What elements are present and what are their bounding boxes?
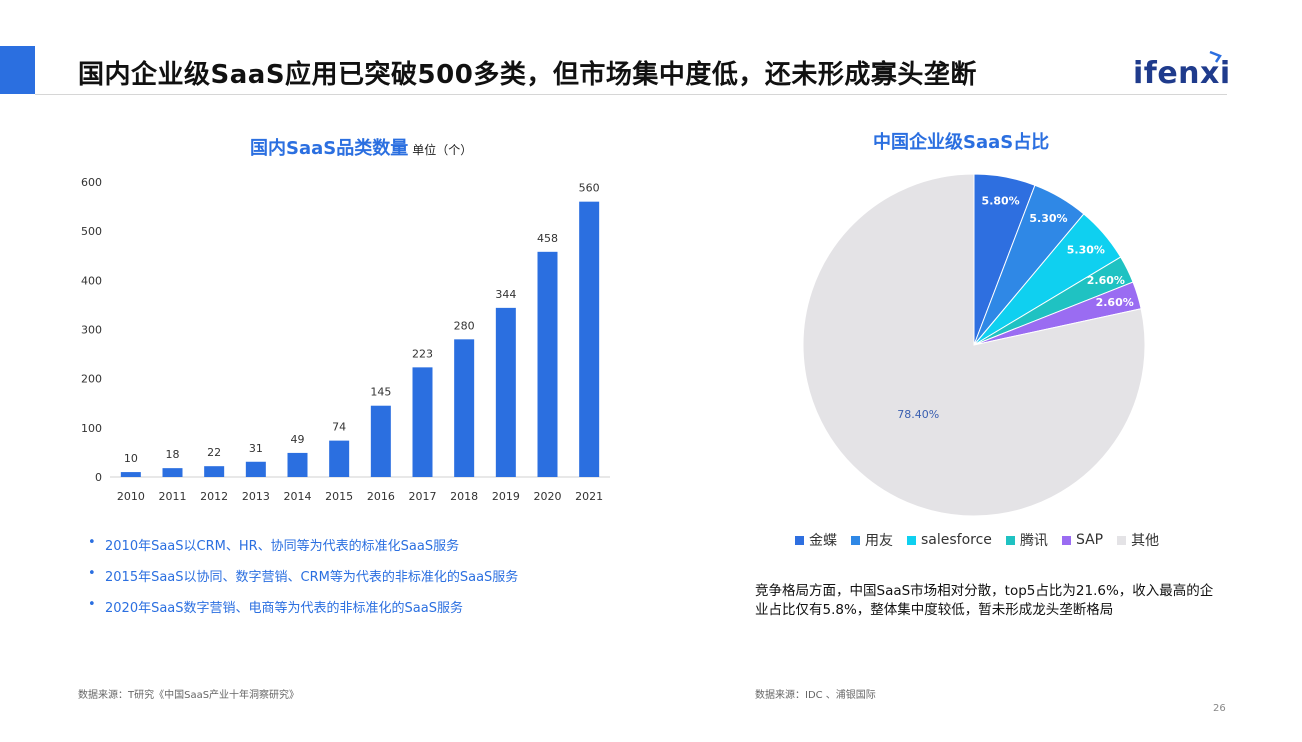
bar bbox=[245, 461, 266, 477]
legend-item: 腾讯 bbox=[1005, 530, 1048, 550]
x-tick-label: 2016 bbox=[367, 490, 395, 503]
y-tick-label: 600 bbox=[81, 176, 102, 189]
legend-item: SAP bbox=[1061, 530, 1104, 550]
logo: ifenxi bbox=[1133, 56, 1231, 91]
bar-data-label: 31 bbox=[249, 442, 263, 455]
page-number: 26 bbox=[1213, 703, 1226, 714]
bullet-item: 2010年SaaS以CRM、HR、协同等为代表的标准化SaaS服务 bbox=[88, 535, 518, 554]
legend-label: 腾讯 bbox=[1019, 533, 1048, 549]
bar bbox=[579, 201, 600, 477]
bar bbox=[454, 339, 475, 477]
bullet-list: 2010年SaaS以CRM、HR、协同等为代表的标准化SaaS服务 2015年S… bbox=[88, 535, 518, 628]
bar-data-label: 458 bbox=[537, 232, 558, 245]
summary-text: 竞争格局方面，中国SaaS市场相对分散，top5占比为21.6%，收入最高的企业… bbox=[755, 583, 1214, 618]
legend-label: SAP bbox=[1075, 532, 1104, 548]
bar-data-label: 18 bbox=[166, 448, 180, 461]
pie-data-label: 2.60% bbox=[1087, 274, 1125, 287]
x-tick-label: 2020 bbox=[534, 490, 562, 503]
bar-data-label: 10 bbox=[124, 452, 138, 465]
x-tick-label: 2011 bbox=[159, 490, 187, 503]
bar-data-label: 22 bbox=[207, 446, 221, 459]
y-tick-label: 100 bbox=[81, 422, 102, 435]
legend-item: 金蝶 bbox=[795, 530, 837, 550]
bar bbox=[370, 405, 391, 477]
legend-swatch bbox=[851, 535, 860, 545]
y-tick-label: 500 bbox=[81, 225, 102, 238]
bullet-item: 2015年SaaS以协同、数字营销、CRM等为代表的非标准化的SaaS服务 bbox=[88, 566, 518, 585]
bar bbox=[287, 452, 308, 477]
pie-data-label: 2.60% bbox=[1096, 296, 1134, 309]
bar-data-label: 560 bbox=[579, 182, 600, 195]
bar-data-label: 280 bbox=[454, 319, 475, 332]
x-tick-label: 2013 bbox=[242, 490, 270, 503]
bar-data-label: 223 bbox=[412, 347, 433, 360]
header-divider bbox=[35, 94, 1227, 95]
x-tick-label: 2021 bbox=[575, 490, 603, 503]
bar bbox=[120, 472, 141, 477]
pie-chart-title: 中国企业级SaaS占比 bbox=[873, 132, 1050, 153]
x-tick-label: 2010 bbox=[117, 490, 145, 503]
pie-slice bbox=[802, 173, 1146, 517]
bar-chart-unit: 单位（个） bbox=[412, 143, 473, 157]
y-tick-label: 400 bbox=[81, 274, 102, 287]
bar-data-label: 145 bbox=[370, 386, 391, 399]
bar-chart: 0 100 200 300 400 500 600 10 2010 18 2011 22 2012 31 2… bbox=[81, 176, 610, 503]
legend-label: 其他 bbox=[1131, 533, 1160, 549]
legend-label: 金蝶 bbox=[809, 533, 837, 549]
legend-swatch bbox=[795, 535, 804, 545]
pie-data-label: 5.30% bbox=[1029, 212, 1067, 225]
legend-item: salesforce bbox=[907, 530, 992, 550]
bar-data-label: 49 bbox=[291, 433, 305, 446]
bullet-item: 2020年SaaS数字营销、电商等为代表的非标准化的SaaS服务 bbox=[88, 597, 518, 616]
legend-item: 用友 bbox=[851, 530, 893, 550]
y-tick-label: 300 bbox=[81, 324, 102, 337]
x-tick-label: 2012 bbox=[200, 490, 228, 503]
x-tick-label: 2018 bbox=[450, 490, 478, 503]
source-right: 数据来源：IDC 、浦银国际 bbox=[755, 690, 876, 701]
bar-chart-title-text: 国内SaaS品类数量 bbox=[250, 138, 409, 159]
pie-chart: 5.80% 5.30% 5.30% 2.60% 2.60% 78.40% bbox=[802, 173, 1146, 517]
legend-label: 用友 bbox=[865, 533, 893, 549]
y-tick-label: 0 bbox=[95, 471, 102, 484]
source-left: 数据来源：T研究《中国SaaS产业十年洞察研究》 bbox=[78, 690, 300, 701]
legend-swatch bbox=[1117, 535, 1127, 545]
x-tick-label: 2017 bbox=[409, 490, 437, 503]
pie-data-label: 78.40% bbox=[897, 408, 939, 421]
x-tick-label: 2015 bbox=[325, 490, 353, 503]
bar bbox=[537, 251, 558, 477]
bar bbox=[412, 367, 433, 477]
bar bbox=[204, 466, 225, 477]
bar bbox=[329, 440, 350, 477]
bar bbox=[162, 468, 183, 477]
x-tick-label: 2014 bbox=[284, 490, 312, 503]
legend-swatch bbox=[907, 535, 916, 545]
logo-arrow-icon bbox=[1209, 50, 1222, 63]
pie-legend: 金蝶 用友 salesforce 腾讯 SAP 其他 bbox=[795, 530, 1159, 550]
pie-data-label: 5.80% bbox=[982, 194, 1020, 207]
bar bbox=[495, 307, 516, 477]
y-tick-label: 200 bbox=[81, 373, 102, 386]
legend-swatch bbox=[1005, 535, 1015, 545]
bar-data-label: 74 bbox=[332, 421, 346, 434]
title-accent-bar bbox=[0, 46, 35, 94]
bar-data-label: 344 bbox=[495, 288, 516, 301]
legend-label: salesforce bbox=[921, 532, 992, 548]
bar-chart-title: 国内SaaS品类数量 单位（个） bbox=[250, 134, 472, 160]
x-tick-label: 2019 bbox=[492, 490, 520, 503]
legend-swatch bbox=[1061, 535, 1071, 545]
legend-item: 其他 bbox=[1117, 530, 1159, 550]
page-title: 国内企业级SaaS应用已突破500多类，但市场集中度低，还未形成寡头垄断 bbox=[78, 60, 977, 90]
pie-data-label: 5.30% bbox=[1067, 243, 1105, 256]
